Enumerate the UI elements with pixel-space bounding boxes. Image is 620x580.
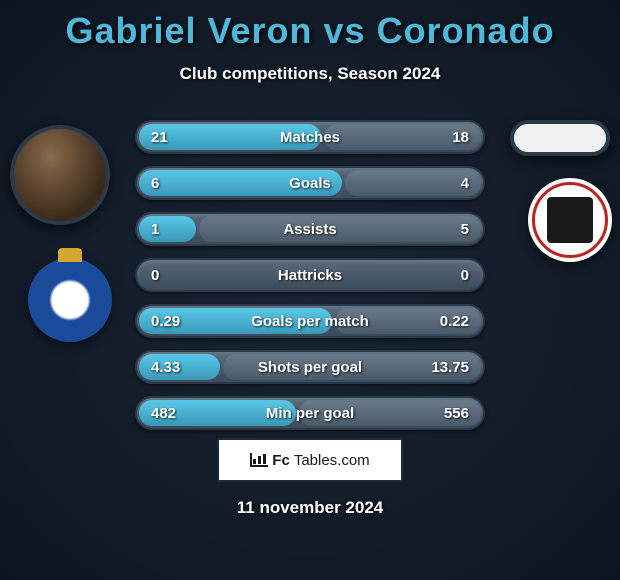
page-title: Gabriel Veron vs Coronado bbox=[0, 0, 620, 52]
stat-label: Min per goal bbox=[266, 405, 354, 422]
player-photo-left bbox=[10, 125, 110, 225]
stat-value-left: 6 bbox=[151, 175, 159, 192]
stat-row: 0 Hattricks 0 bbox=[135, 258, 485, 292]
stat-row: 4.33 Shots per goal 13.75 bbox=[135, 350, 485, 384]
stat-row: 21 Matches 18 bbox=[135, 120, 485, 154]
club-logo-right bbox=[528, 178, 612, 262]
stats-container: 21 Matches 18 6 Goals 4 1 Assists 5 0 Hattricks 0 0.… bbox=[135, 120, 485, 442]
stat-value-left: 21 bbox=[151, 129, 168, 146]
stat-value-right: 13.75 bbox=[431, 359, 469, 376]
stat-label: Assists bbox=[283, 221, 336, 238]
stat-value-right: 556 bbox=[444, 405, 469, 422]
stat-value-left: 4.33 bbox=[151, 359, 180, 376]
stat-label: Hattricks bbox=[278, 267, 342, 284]
club-logo-left bbox=[28, 258, 112, 342]
stat-label: Goals bbox=[289, 175, 331, 192]
stat-value-left: 0.29 bbox=[151, 313, 180, 330]
stat-row: 1 Assists 5 bbox=[135, 212, 485, 246]
stat-row: 6 Goals 4 bbox=[135, 166, 485, 200]
brand-right: Tables.com bbox=[294, 452, 370, 469]
stat-value-right: 0.22 bbox=[440, 313, 469, 330]
stat-value-right: 5 bbox=[461, 221, 469, 238]
player-photo-right bbox=[510, 120, 610, 156]
subtitle: Club competitions, Season 2024 bbox=[0, 64, 620, 84]
stat-bar-right bbox=[199, 216, 481, 242]
stat-value-left: 482 bbox=[151, 405, 176, 422]
stat-row: 0.29 Goals per match 0.22 bbox=[135, 304, 485, 338]
brand-badge[interactable]: FcTables.com bbox=[217, 438, 403, 482]
stat-label: Shots per goal bbox=[258, 359, 362, 376]
stat-value-left: 0 bbox=[151, 267, 159, 284]
stat-label: Matches bbox=[280, 129, 340, 146]
chart-icon bbox=[250, 453, 268, 467]
stat-value-right: 4 bbox=[461, 175, 469, 192]
stat-row: 482 Min per goal 556 bbox=[135, 396, 485, 430]
date-label: 11 november 2024 bbox=[237, 498, 383, 518]
stat-bar-left bbox=[139, 216, 196, 242]
stat-value-left: 1 bbox=[151, 221, 159, 238]
stat-value-right: 0 bbox=[461, 267, 469, 284]
stat-label: Goals per match bbox=[251, 313, 369, 330]
brand-left: Fc bbox=[272, 452, 290, 469]
stat-value-right: 18 bbox=[452, 129, 469, 146]
